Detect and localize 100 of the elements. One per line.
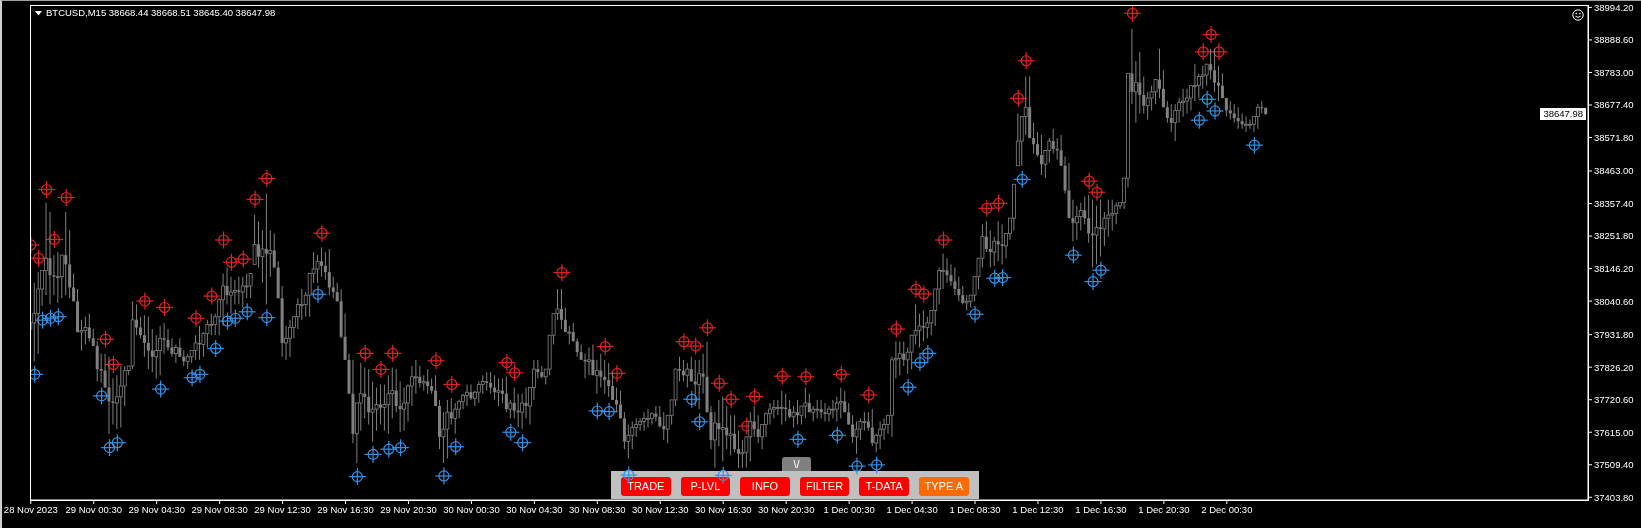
x-tick-label: 29 Nov 12:30 [254, 503, 311, 515]
y-tick-label: 38677.40 [1594, 99, 1634, 111]
candlestick [158, 325, 163, 376]
candlestick [1248, 119, 1252, 130]
candlestick [575, 337, 579, 358]
candlestick [646, 408, 650, 429]
candlestick [897, 340, 902, 376]
y-tick-label: 38357.40 [1594, 197, 1634, 209]
candlestick [146, 316, 150, 370]
candlestick [654, 405, 658, 422]
candlestick [847, 402, 851, 426]
x-tick-label: 1 Dec 20:30 [1138, 503, 1190, 515]
candlestick [299, 288, 304, 321]
y-tick-label: 38571.80 [1594, 131, 1634, 143]
x-tick-label: 1 Dec 16:30 [1075, 503, 1127, 515]
x-tick-label: 29 Nov 20:30 [380, 503, 437, 515]
x-tick-label: 2 Dec 00:30 [1201, 503, 1253, 515]
candlestick [603, 359, 607, 395]
x-tick-label: 1 Dec 00:30 [823, 503, 875, 515]
candlestick [426, 368, 430, 395]
y-tick-label: 38040.60 [1594, 295, 1634, 307]
candlestick [248, 273, 253, 299]
candlestick [752, 405, 756, 438]
candlestick [591, 343, 595, 376]
toggle-tab: \/ [782, 457, 811, 471]
candlestick [264, 193, 268, 305]
candlestick [244, 273, 249, 299]
candlestick [323, 251, 327, 281]
candlestick [363, 367, 367, 419]
candlestick [1236, 106, 1240, 130]
y-tick-label: 38251.80 [1594, 230, 1634, 242]
candlestick [87, 313, 91, 342]
y-tick-label: 37931.80 [1594, 329, 1634, 341]
x-tick-label: 1 Dec 08:30 [949, 503, 1001, 515]
candlestick [662, 411, 666, 441]
y-tick-label: 37509.40 [1594, 459, 1634, 471]
x-tick-label: 30 Nov 16:30 [694, 503, 752, 515]
candlestick [1032, 122, 1036, 154]
candlestick [367, 368, 371, 426]
candlestick [1051, 128, 1055, 154]
y-tick-label: 37403.80 [1594, 491, 1634, 503]
candlestick [1157, 48, 1161, 99]
annotation: 38647.98 [1540, 108, 1586, 120]
y-tick-label: 38146.20 [1594, 262, 1634, 274]
candlestick [902, 340, 906, 367]
candlestick [209, 313, 214, 336]
candlestick [1083, 196, 1087, 225]
candlestick [587, 347, 591, 376]
candlestick [1255, 103, 1260, 130]
button: TRADE [621, 477, 671, 496]
candlestick [740, 439, 745, 469]
candlestick [138, 316, 142, 339]
x-tick-label: 29 Nov 04:30 [128, 503, 185, 515]
candlestick [1047, 137, 1052, 164]
candlestick [1161, 69, 1165, 108]
x-tick-label: 1 Dec 04:30 [886, 503, 938, 515]
candlestick [142, 314, 146, 358]
candlestick [434, 374, 438, 407]
candlestick [878, 420, 883, 450]
button: T-DATA [859, 477, 909, 496]
candlestick [68, 229, 72, 299]
candlestick [1232, 103, 1236, 124]
candlestick [1200, 65, 1205, 90]
candlestick [1192, 63, 1197, 102]
candlestick [496, 377, 501, 407]
candlestick [988, 229, 992, 268]
y-tick-label: 38888.60 [1594, 34, 1634, 46]
candlestick [563, 306, 567, 333]
candlestick [838, 387, 843, 419]
candlestick [1224, 97, 1228, 118]
candlestick [95, 340, 99, 382]
candlestick [1142, 75, 1146, 114]
candlestick [953, 266, 957, 296]
button: P-LVL [680, 477, 731, 496]
candlestick [823, 402, 827, 422]
candlestick [996, 220, 1000, 262]
candlestick [1185, 88, 1189, 114]
x-tick-label: 29 Nov 00:30 [65, 503, 122, 515]
candlestick [622, 411, 626, 450]
candlestick [642, 411, 646, 432]
candlestick [485, 371, 489, 392]
candlestick [150, 328, 154, 373]
candlestick [866, 411, 870, 432]
y-tick-label: 37720.60 [1594, 394, 1634, 406]
candlestick [465, 383, 469, 407]
candlestick [1165, 100, 1169, 124]
candlestick [1260, 100, 1264, 114]
candlestick [788, 399, 792, 419]
candlestick [44, 202, 48, 296]
candlestick [1000, 223, 1004, 265]
candlestick [449, 397, 453, 426]
candlestick [500, 377, 504, 404]
candlestick [941, 253, 945, 290]
candlestick [453, 402, 458, 435]
candlestick [1228, 100, 1232, 121]
candlestick [524, 387, 528, 419]
candlestick [717, 399, 721, 447]
candlestick [1036, 131, 1040, 158]
candlestick [1220, 72, 1224, 99]
candlestick [64, 211, 68, 296]
